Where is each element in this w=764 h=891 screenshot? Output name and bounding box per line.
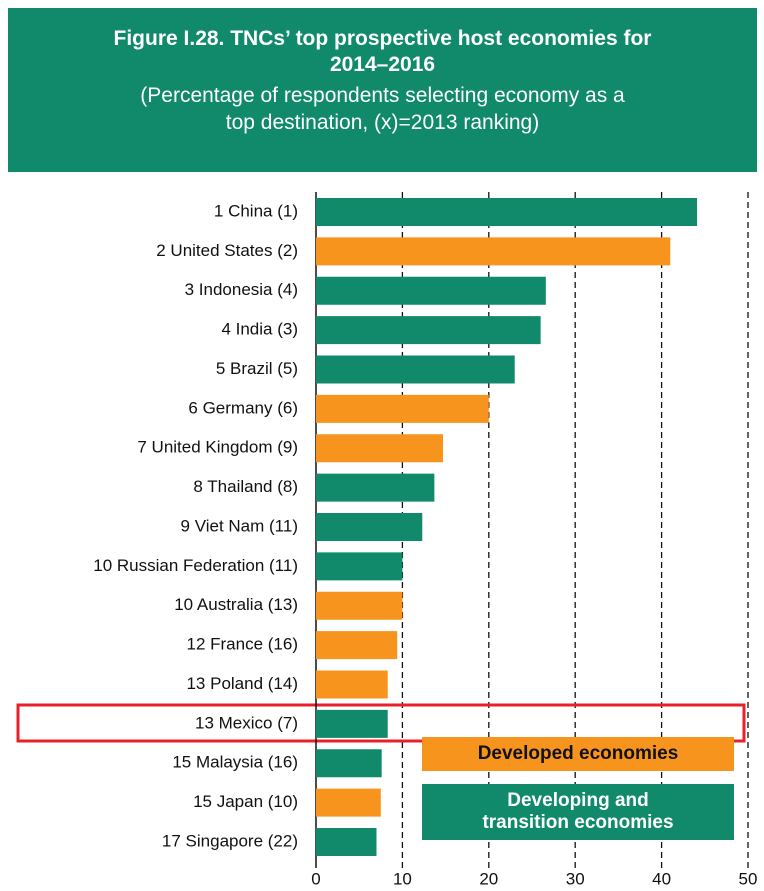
- bar: [316, 828, 377, 856]
- y-tick-label: 8 Thailand (8): [193, 477, 298, 496]
- x-tick-label: 10: [393, 869, 412, 888]
- y-tick-label: 6 Germany (6): [188, 398, 298, 417]
- y-tick-label: 3 Indonesia (4): [185, 280, 298, 299]
- y-tick-label: 2 United States (2): [156, 241, 298, 260]
- bar: [316, 237, 671, 266]
- y-tick-label: 13 Mexico (7): [195, 713, 298, 732]
- bar: [316, 473, 435, 502]
- y-tick-label: 9 Viet Nam (11): [181, 516, 298, 535]
- bar: [316, 709, 388, 738]
- y-tick-label: 17 Singapore (22): [162, 831, 298, 850]
- y-tick-label: 4 India (3): [221, 320, 298, 339]
- legend-entry: Developed economies: [422, 737, 734, 771]
- header: Figure I.28. TNCs’ top prospective host …: [8, 8, 757, 172]
- chart-subtitle: (Percentage of respondents selecting eco…: [140, 84, 625, 134]
- bar: [316, 355, 515, 384]
- x-tick-label: 50: [739, 869, 758, 888]
- x-tick-label: 0: [311, 869, 320, 888]
- bar: [316, 631, 398, 660]
- bar: [316, 276, 546, 305]
- bar: [316, 198, 698, 226]
- y-tick-label: 1 China (1): [214, 201, 298, 220]
- highlight-box: [16, 703, 746, 743]
- y-tick-label: 10 Australia (13): [174, 595, 298, 614]
- bar: [316, 749, 382, 778]
- bar: [316, 434, 444, 463]
- x-tick-label: 40: [652, 869, 671, 888]
- x-tick-label: 30: [566, 869, 585, 888]
- bar: [316, 552, 403, 581]
- bar: [316, 513, 423, 541]
- y-tick-label: 15 Japan (10): [193, 792, 298, 811]
- y-tick-label: 10 Russian Federation (11): [93, 556, 298, 575]
- chart-title: Figure I.28. TNCs’ top prospective host …: [113, 27, 652, 76]
- bar: [316, 394, 489, 423]
- bar: [316, 670, 388, 699]
- y-tick-label: 13 Poland (14): [186, 674, 298, 693]
- bar: [316, 591, 403, 620]
- y-tick-label: 12 France (16): [187, 635, 299, 654]
- y-tick-label: 5 Brazil (5): [216, 359, 298, 378]
- y-tick-label: 15 Malaysia (16): [172, 753, 298, 772]
- bar: [316, 316, 541, 345]
- legend-entry: Developing and transition economies: [422, 784, 734, 840]
- y-tick-label: 7 United Kingdom (9): [137, 438, 298, 457]
- bar: [316, 788, 381, 817]
- x-tick-label: 20: [479, 869, 498, 888]
